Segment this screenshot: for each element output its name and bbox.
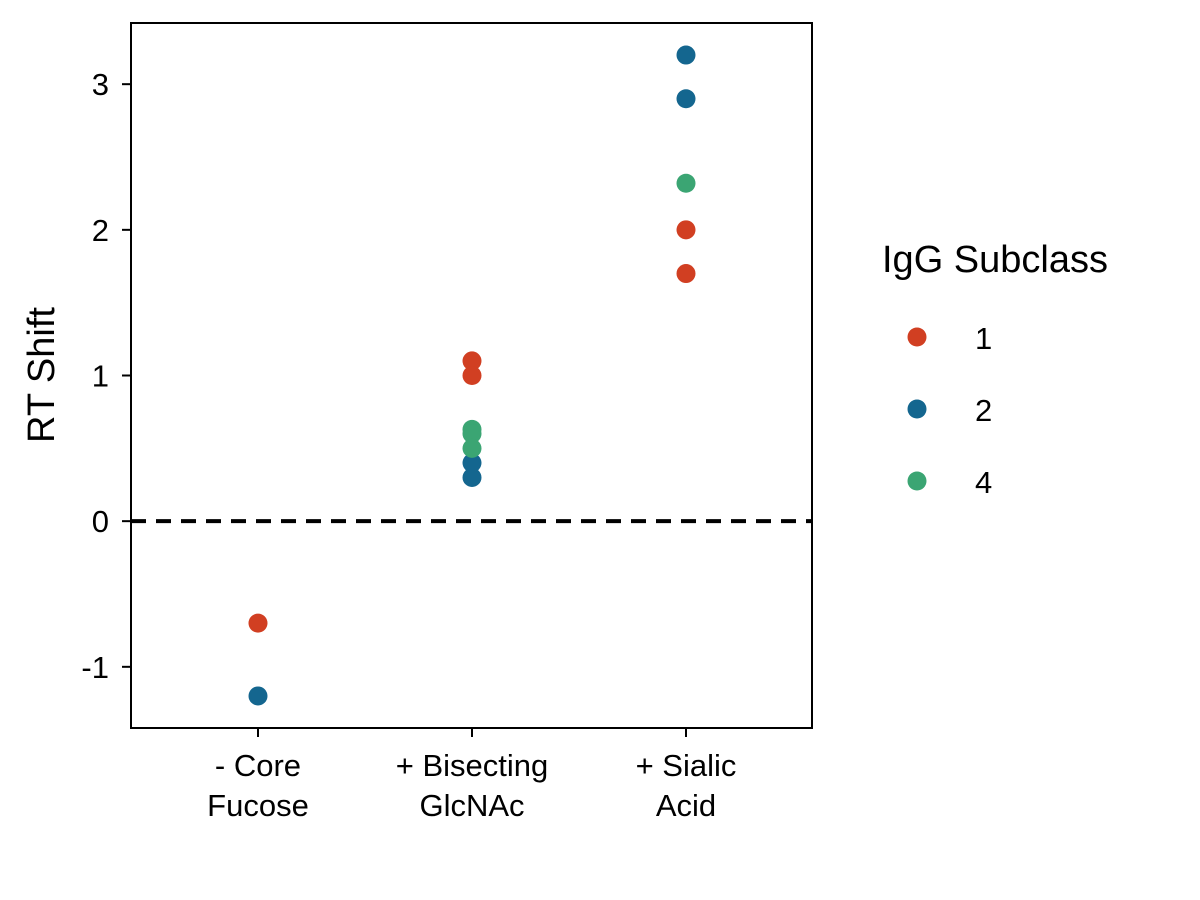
legend-label-subclass-1: 1 [975,321,992,356]
data-point-subclass-1 [676,264,696,284]
data-point-subclass-1 [676,220,696,240]
data-point-subclass-4 [676,173,696,193]
legend-title: IgG Subclass [882,239,1108,281]
y-tick-label: 1 [92,359,109,394]
legend-marker-subclass-4 [907,471,927,491]
data-point-subclass-2 [462,453,482,473]
y-tick-label: 2 [92,213,109,248]
x-tick-label: GlcNAc [419,788,524,823]
data-point-subclass-1 [462,366,482,385]
data-point-subclass-2 [248,686,268,706]
axes: -1 0 1 2 3 - Core Fucose + Bisecting GlcNAc + Sia… [21,22,813,823]
legend-marker-subclass-1 [907,327,927,347]
plot-area [131,45,812,706]
data-point-subclass-1 [462,351,482,371]
data-point-subclass-4 [462,438,482,458]
y-tick-label: 3 [92,67,109,102]
y-tick-label: -1 [81,650,109,685]
legend: IgG Subclass 1 2 4 [882,239,1108,500]
x-tick-label: + Bisecting [396,748,549,783]
legend-label-subclass-2: 2 [975,393,992,428]
x-tick-label: Fucose [207,788,309,823]
y-tick-label: 0 [92,504,109,539]
data-point-subclass-2 [676,89,696,109]
y-axis-title: RT Shift [21,307,63,443]
x-tick-label: - Core [215,748,301,783]
x-tick-label: Acid [656,788,716,823]
legend-label-subclass-4: 4 [975,465,992,500]
data-point-subclass-2 [676,45,696,65]
data-point-subclass-2 [462,467,482,487]
data-point-subclass-1 [248,613,268,633]
legend-marker-subclass-2 [907,399,927,419]
data-point-subclass-4 [462,424,482,444]
x-tick-label: + Sialic [636,748,737,783]
